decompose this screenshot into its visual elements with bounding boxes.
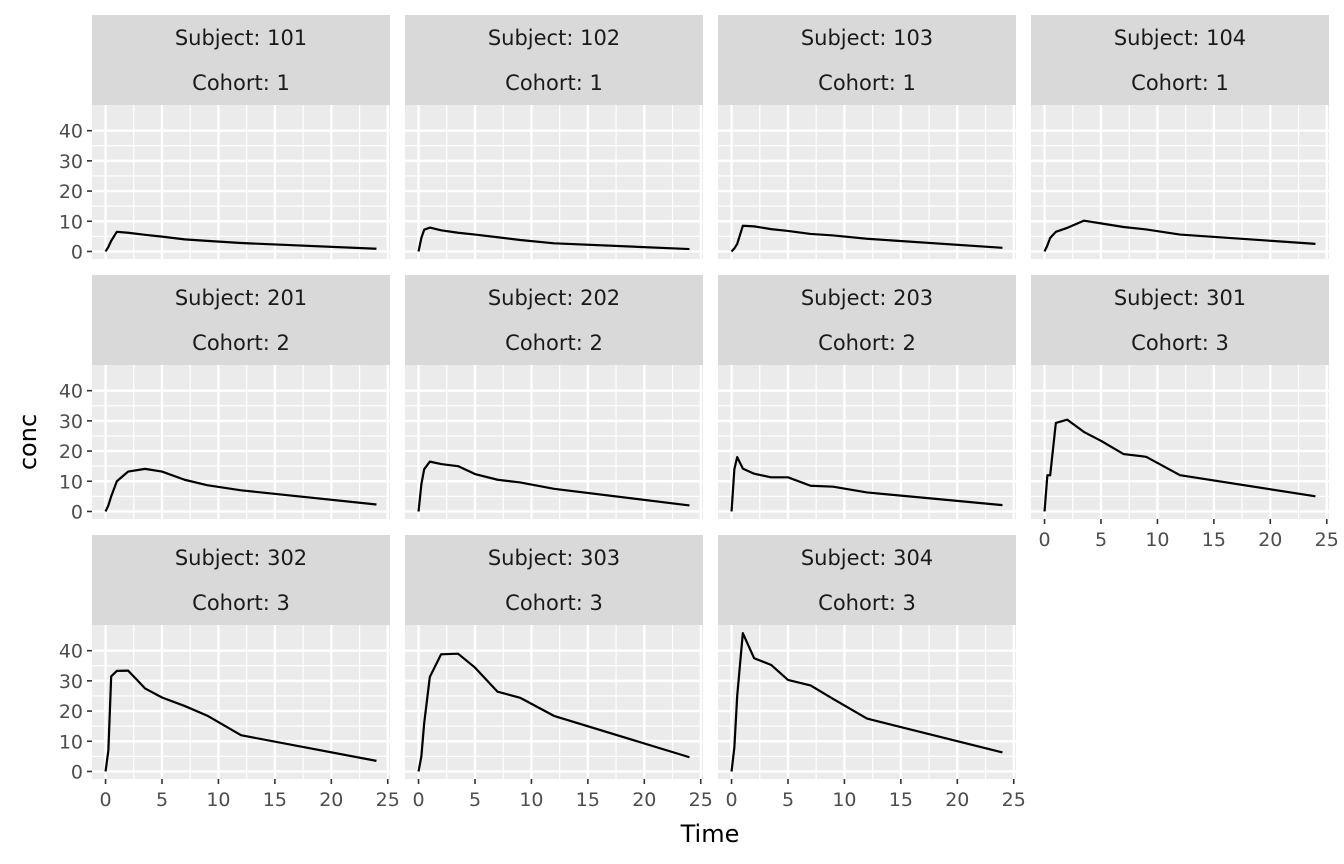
y-tick-label: 0	[71, 241, 83, 263]
facet-panel: Subject: 303 Cohort: 3 0 5 10 15 20 25	[405, 535, 713, 811]
strip-cohort-label: Cohort: 1	[505, 71, 603, 95]
strip-cohort-label: Cohort: 3	[818, 591, 916, 615]
series-line	[730, 456, 1003, 512]
x-tick-label: 5	[469, 789, 481, 811]
strip-subject-label: Subject: 302	[175, 546, 307, 570]
strip-cohort-label: Cohort: 3	[505, 591, 603, 615]
y-tick-label: 20	[59, 181, 83, 203]
facet-panel: Subject: 304 Cohort: 3 0 5 10 15 20 25	[718, 535, 1026, 811]
facet-panel: Subject: 203 Cohort: 2	[718, 275, 1016, 519]
x-tick-label: 25	[1315, 529, 1339, 551]
facet-panel: Subject: 101 Cohort: 1 0 10 20 30 40	[59, 15, 390, 263]
strip-background	[405, 535, 703, 625]
x-tick-label: 15	[576, 789, 600, 811]
y-tick-label: 30	[59, 671, 83, 693]
strip-background	[1031, 15, 1329, 105]
x-tick-label: 0	[725, 789, 737, 811]
facet-panel: Subject: 104 Cohort: 1	[1031, 15, 1329, 259]
strip-background	[92, 275, 390, 365]
x-tick-label: 0	[412, 789, 424, 811]
strip-cohort-label: Cohort: 1	[1131, 71, 1229, 95]
x-tick-label: 5	[1095, 529, 1107, 551]
strip-background	[718, 275, 1016, 365]
y-tick-label: 30	[59, 411, 83, 433]
strip-cohort-label: Cohort: 2	[505, 331, 603, 355]
x-tick-label: 20	[1258, 529, 1282, 551]
y-tick-label: 40	[59, 381, 83, 403]
series-line	[104, 230, 377, 253]
x-tick-label: 5	[782, 789, 794, 811]
facet-panel: Subject: 202 Cohort: 2	[405, 275, 703, 519]
strip-subject-label: Subject: 101	[175, 26, 307, 50]
y-tick-label: 10	[59, 471, 83, 493]
x-axis-title: Time	[680, 820, 740, 848]
facet-panel: Subject: 201 Cohort: 2 0 10 20 30 40	[59, 275, 390, 523]
strip-subject-label: Subject: 304	[801, 546, 933, 570]
strip-background	[1031, 275, 1329, 365]
strip-subject-label: Subject: 301	[1114, 286, 1246, 310]
strip-subject-label: Subject: 102	[488, 26, 620, 50]
x-tick-label: 10	[519, 789, 543, 811]
x-tick-label: 15	[889, 789, 913, 811]
y-tick-label: 40	[59, 641, 83, 663]
series-line	[417, 652, 690, 772]
y-tick-label: 10	[59, 211, 83, 233]
strip-background	[92, 535, 390, 625]
strip-background	[405, 275, 703, 365]
x-tick-label: 15	[1202, 529, 1226, 551]
x-tick-label: 20	[945, 789, 969, 811]
strip-subject-label: Subject: 203	[801, 286, 933, 310]
facet-panel: Subject: 302 Cohort: 3 0 10 20 30 40 0 5 10 15 20 25	[59, 535, 400, 811]
series-line	[1043, 418, 1316, 512]
x-tick-label: 10	[832, 789, 856, 811]
strip-cohort-label: Cohort: 3	[192, 591, 290, 615]
facet-panel: Subject: 301 Cohort: 3 0 5 10 15 20 25	[1031, 275, 1339, 551]
series-line	[417, 460, 690, 512]
x-tick-label: 20	[319, 789, 343, 811]
y-tick-label: 20	[59, 701, 83, 723]
series-line	[104, 467, 377, 512]
x-tick-label: 25	[376, 789, 400, 811]
x-tick-label: 15	[263, 789, 287, 811]
x-tick-label: 0	[99, 789, 111, 811]
series-line	[417, 226, 690, 252]
strip-background	[92, 15, 390, 105]
x-tick-label: 10	[1145, 529, 1169, 551]
x-tick-label: 25	[1002, 789, 1026, 811]
y-tick-label: 0	[71, 501, 83, 523]
x-tick-label: 25	[689, 789, 713, 811]
series-line	[730, 632, 1003, 772]
y-tick-label: 40	[59, 121, 83, 143]
strip-background	[405, 15, 703, 105]
x-tick-label: 20	[632, 789, 656, 811]
strip-background	[718, 15, 1016, 105]
y-tick-label: 30	[59, 151, 83, 173]
x-tick-label: 5	[156, 789, 168, 811]
strip-subject-label: Subject: 103	[801, 26, 933, 50]
strip-background	[718, 535, 1016, 625]
y-tick-label: 20	[59, 441, 83, 463]
y-tick-label: 10	[59, 731, 83, 753]
strip-subject-label: Subject: 104	[1114, 26, 1246, 50]
strip-cohort-label: Cohort: 1	[192, 71, 290, 95]
series-line	[1043, 219, 1316, 252]
y-tick-label: 0	[71, 761, 83, 783]
strip-cohort-label: Cohort: 2	[192, 331, 290, 355]
strip-subject-label: Subject: 303	[488, 546, 620, 570]
facet-panel: Subject: 103 Cohort: 1	[718, 15, 1016, 259]
strip-cohort-label: Cohort: 2	[818, 331, 916, 355]
x-tick-label: 10	[206, 789, 230, 811]
strip-cohort-label: Cohort: 1	[818, 71, 916, 95]
series-line	[104, 669, 377, 772]
x-tick-label: 0	[1038, 529, 1050, 551]
series-line	[730, 224, 1003, 253]
strip-subject-label: Subject: 202	[488, 286, 620, 310]
y-axis-title: conc	[14, 414, 42, 470]
strip-subject-label: Subject: 201	[175, 286, 307, 310]
strip-cohort-label: Cohort: 3	[1131, 331, 1229, 355]
facet-panel: Subject: 102 Cohort: 1	[405, 15, 703, 259]
